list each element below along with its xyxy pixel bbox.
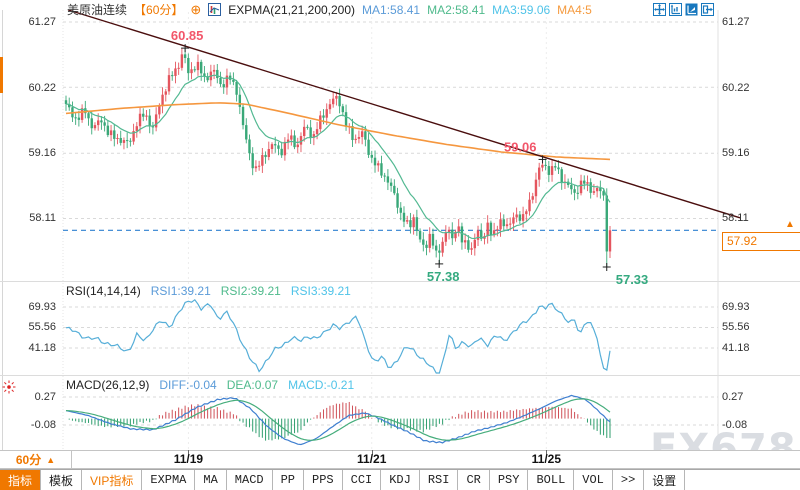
toolbar-tab-7[interactable]: PPS xyxy=(304,470,343,490)
add-overlay-icon[interactable]: ⊕ xyxy=(190,2,202,17)
indicator-name: EXPMA(21,21,200,200) xyxy=(228,2,356,17)
toolbar-tab-12[interactable]: PSY xyxy=(490,470,529,490)
rsi-label-right-3: 41.18 xyxy=(722,342,750,354)
y-label-right-1: 61.27 xyxy=(722,16,750,28)
y-label-right-2: 60.22 xyxy=(722,82,750,94)
toolbar-tab-6[interactable]: PP xyxy=(273,470,305,490)
exit-fullscreen-icon[interactable] xyxy=(701,3,714,16)
rsi-label-right-2: 55.56 xyxy=(722,321,750,333)
y-label-right-3: 59.16 xyxy=(722,147,750,159)
toolbar-tab-14[interactable]: VOL xyxy=(574,470,613,490)
toolbar-tab-10[interactable]: RSI xyxy=(420,470,459,490)
macd-indicator-name: MACD(26,12,9) xyxy=(66,378,150,392)
date-label-2: 11/21 xyxy=(357,452,387,466)
chart-toolbar-icons xyxy=(653,3,714,16)
macd-label-left-1: 0.27 xyxy=(34,391,56,403)
rsi-label-left-3: 41.18 xyxy=(28,342,56,354)
toolbar-tab-16[interactable]: 设置 xyxy=(644,470,686,490)
toolbar-tab-2[interactable]: VIP指标 xyxy=(82,470,143,490)
left-scroll-indicator xyxy=(0,57,3,93)
y-label-right-4: 58.11 xyxy=(722,212,749,224)
macd-label-right-2: -0.08 xyxy=(722,419,748,431)
axis-scale-icon[interactable] xyxy=(685,3,698,16)
y-label-left-3: 59.16 xyxy=(28,147,56,159)
period-arrow-icon: ▲ xyxy=(46,454,56,465)
period-text: 60分 xyxy=(15,453,42,467)
indicator-toolbar: 指标 模板 VIP指标 EXPMA MA MACD PP PPS CCI KDJ RSI CR PSY B… xyxy=(0,469,800,490)
left-border-line xyxy=(2,10,3,450)
y-label-left-4: 58.11 xyxy=(29,212,56,224)
move-crosshair-icon[interactable] xyxy=(653,3,666,16)
toolbar-tab-4[interactable]: MA xyxy=(195,470,227,490)
dea-value: DEA:0.07 xyxy=(226,378,279,392)
toolbar-tab-3[interactable]: EXPMA xyxy=(142,470,196,490)
y-label-left-1: 61.27 xyxy=(28,16,56,28)
toolbar-tab-11[interactable]: CR xyxy=(458,470,490,490)
current-price-tag: 57.92 xyxy=(722,232,800,251)
rsi-indicator-name: RSI(14,14,14) xyxy=(66,284,141,298)
svg-text:57.33: 57.33 xyxy=(616,272,649,287)
date-label-1: 11/19 xyxy=(173,452,204,466)
rsi-label-left-2: 55.56 xyxy=(28,321,56,333)
indicator-legend-icon xyxy=(208,3,222,16)
rsi3-value: RSI3:39.21 xyxy=(290,284,351,298)
price-marker-arrow-icon: ▲ xyxy=(785,219,795,230)
rsi-label-right-1: 69.93 xyxy=(722,301,750,313)
ma2-value: MA2:58.41 xyxy=(427,2,486,17)
macd-value: MACD:-0.21 xyxy=(288,378,355,392)
svg-text:60.85: 60.85 xyxy=(171,28,204,43)
alert-flash-icon[interactable] xyxy=(2,380,16,394)
period-label: 【60分】 xyxy=(134,3,184,17)
date-tick xyxy=(371,450,373,454)
toolbar-tab-8[interactable]: CCI xyxy=(343,470,382,490)
main-chart-header: 美原油连续 【60分】 ⊕ EXPMA(21,21,200,200) MA1:5… xyxy=(67,1,592,18)
svg-text:57.38: 57.38 xyxy=(427,269,460,284)
axis-range-icon[interactable] xyxy=(669,3,682,16)
rsi-label-left-1: 69.93 xyxy=(28,301,56,313)
toolbar-tab-13[interactable]: BOLL xyxy=(528,470,575,490)
ma1-value: MA1:58.41 xyxy=(362,2,421,17)
date-label-3: 11/25 xyxy=(531,452,562,466)
date-tick xyxy=(546,450,548,454)
toolbar-tab-1[interactable]: 模板 xyxy=(41,470,83,490)
symbol-name: 美原油连续 xyxy=(67,3,128,17)
period-selector-button[interactable]: 60分 ▲ xyxy=(0,451,72,468)
svg-text:59.06: 59.06 xyxy=(504,139,537,154)
macd-header: MACD(26,12,9) DIFF:-0.04 DEA:0.07 MACD:-… xyxy=(66,378,354,392)
date-tick xyxy=(188,450,190,454)
toolbar-filler xyxy=(685,470,800,490)
macd-label-left-2: -0.08 xyxy=(30,419,56,431)
macd-label-right-1: 0.27 xyxy=(722,391,744,403)
rsi2-value: RSI2:39.21 xyxy=(220,284,281,298)
ma3-value: MA3:59.06 xyxy=(492,2,551,17)
toolbar-tab-0[interactable]: 指标 xyxy=(0,470,42,490)
toolbar-tab-5[interactable]: MACD xyxy=(227,470,273,490)
rsi1-value: RSI1:39.21 xyxy=(150,284,211,298)
ma4-value: MA4:5 xyxy=(557,2,592,17)
toolbar-tab-9[interactable]: KDJ xyxy=(381,470,420,490)
rsi-header: RSI(14,14,14) RSI1:39.21 RSI2:39.21 RSI3… xyxy=(66,284,351,298)
toolbar-tab-15[interactable]: >> xyxy=(613,470,645,490)
diff-value: DIFF:-0.04 xyxy=(159,378,217,392)
time-axis: 60分 ▲ 11/19 11/21 11/25 xyxy=(0,450,800,469)
y-label-left-2: 60.22 xyxy=(28,82,56,94)
